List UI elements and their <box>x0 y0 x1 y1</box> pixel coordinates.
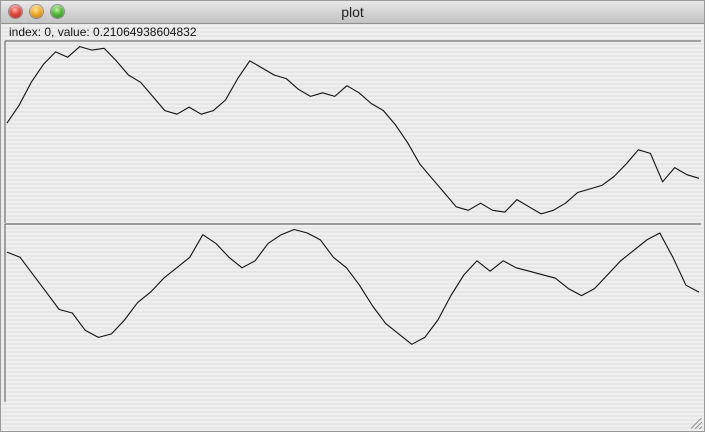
minimize-icon[interactable] <box>30 5 43 18</box>
series-line-1-0[interactable] <box>6 228 700 345</box>
series-line-0-0[interactable] <box>6 46 700 215</box>
hover-readout: index: 0, value: 0.21064938604832 <box>9 25 197 39</box>
title-bar[interactable]: plot <box>1 1 704 24</box>
chart-top <box>4 40 701 223</box>
chart-bottom <box>4 223 701 402</box>
zoom-icon[interactable] <box>51 5 64 18</box>
window-title: plot <box>341 4 364 20</box>
plot-canvas[interactable] <box>1 39 704 407</box>
close-icon[interactable] <box>9 5 22 18</box>
resize-grip-icon[interactable] <box>691 418 702 429</box>
